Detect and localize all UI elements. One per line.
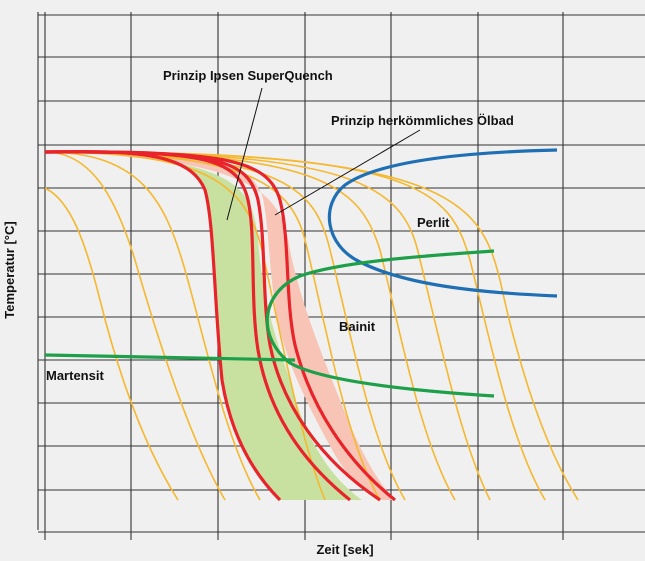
cooling-curve-1 (44, 187, 179, 501)
x-axis-label: Zeit [sek] (316, 542, 373, 557)
band-curves (44, 149, 396, 502)
cooling-curve-3 (44, 151, 261, 501)
label-bainit: Bainit (339, 319, 376, 334)
label-perlit: Perlit (417, 215, 450, 230)
band-curve-4 (44, 150, 396, 502)
perlit-curve (327, 148, 558, 298)
cooling-curve-7 (44, 151, 456, 501)
cooling-curve-8 (44, 151, 491, 501)
cooling-curve-2 (44, 151, 226, 501)
label-oelbad: Prinzip herkömmliches Ölbad (331, 113, 514, 128)
leader-superquench (226, 87, 263, 221)
band-curve-1 (44, 149, 282, 502)
martensit-line (44, 353, 296, 362)
y-axis-label: Temperatur [°C] (2, 221, 17, 318)
bainit-curve (265, 249, 495, 398)
label-superquench: Prinzip Ipsen SuperQuench (163, 68, 333, 83)
cooling-curve-5 (44, 151, 381, 501)
leader-oelbad (274, 129, 421, 216)
label-martensit: Martensit (46, 368, 104, 383)
superquench-band (45, 151, 362, 500)
